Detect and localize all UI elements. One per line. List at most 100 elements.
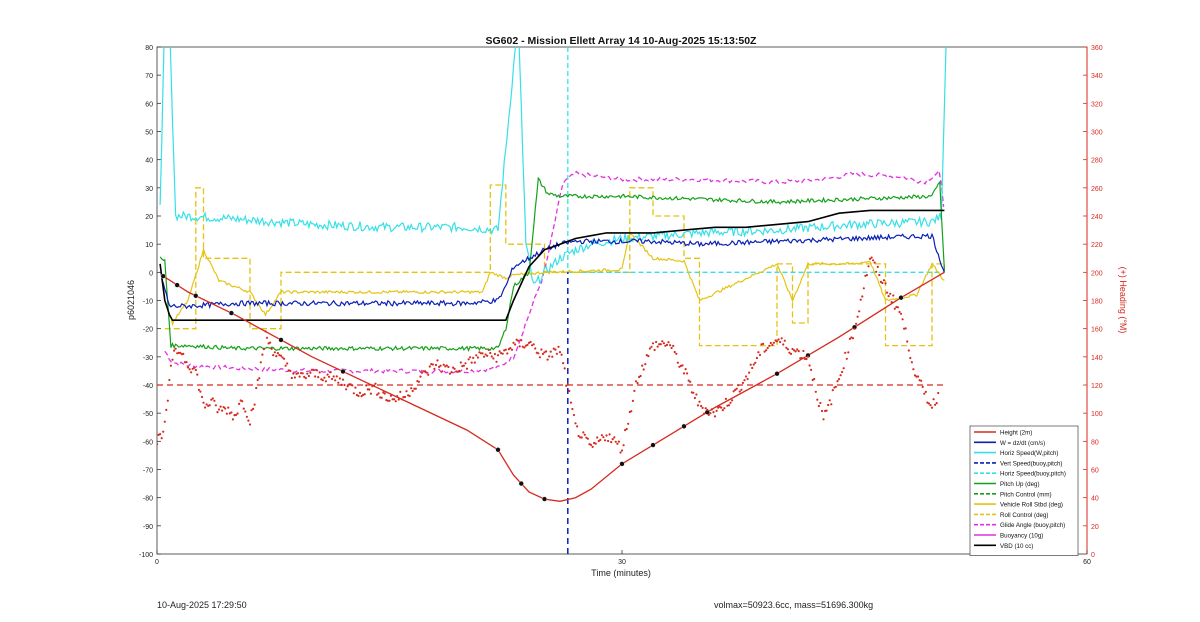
- heading-point: [523, 346, 526, 349]
- height-marker: [619, 461, 625, 467]
- heading-point: [752, 363, 755, 366]
- y2-tick-label: 200: [1091, 270, 1103, 277]
- heading-point: [467, 358, 470, 361]
- heading-point: [526, 343, 529, 346]
- heading-point: [200, 395, 204, 399]
- heading-point: [828, 399, 831, 402]
- heading-point: [531, 344, 534, 347]
- heading-point: [506, 352, 509, 355]
- heading-point: [836, 380, 839, 383]
- heading-point: [673, 350, 676, 354]
- heading-point: [819, 401, 822, 405]
- heading-point: [766, 346, 769, 350]
- heading-point: [349, 383, 352, 386]
- heading-point: [738, 390, 741, 393]
- heading-point: [656, 345, 659, 348]
- heading-point: [830, 403, 833, 406]
- heading-point: [664, 344, 667, 347]
- heading-point: [749, 363, 752, 366]
- heading-point: [565, 384, 568, 387]
- heading-point: [323, 376, 326, 379]
- height-marker: [650, 442, 656, 448]
- y-tick-label: 40: [145, 158, 153, 165]
- heading-point: [937, 391, 940, 395]
- y2-tick-label: 300: [1091, 130, 1103, 137]
- heading-point: [658, 343, 661, 346]
- heading-point: [600, 434, 604, 437]
- heading-point: [800, 357, 803, 360]
- heading-point: [620, 449, 624, 452]
- plot-frame: [156, 46, 1088, 555]
- heading-point: [591, 445, 594, 448]
- heading-point: [703, 412, 706, 415]
- heading-point: [713, 415, 717, 418]
- heading-point: [301, 372, 304, 375]
- series-glide-angle: [164, 169, 945, 375]
- heading-point: [596, 436, 599, 439]
- heading-point: [279, 354, 283, 357]
- footer-stats: volmax=50923.6cc, mass=51696.300kg: [714, 600, 874, 610]
- height-marker: [340, 368, 346, 375]
- heading-point: [165, 408, 168, 411]
- y-tick-label: -50: [143, 411, 153, 418]
- heading-point: [796, 348, 799, 351]
- heading-point: [402, 396, 405, 399]
- heading-point: [825, 409, 828, 412]
- heading-point: [901, 318, 904, 321]
- heading-point: [748, 371, 751, 374]
- y2-tick-label: 320: [1091, 101, 1103, 108]
- y2-tick-label: 60: [1091, 468, 1099, 475]
- heading-point: [642, 368, 645, 371]
- heading-point: [743, 379, 746, 382]
- heading-point: [275, 355, 278, 358]
- heading-point: [383, 392, 386, 395]
- heading-point: [190, 371, 193, 374]
- heading-point: [851, 337, 855, 340]
- heading-point: [775, 340, 779, 343]
- heading-point: [317, 376, 320, 379]
- heading-point: [159, 433, 162, 436]
- heading-point: [208, 404, 211, 407]
- heading-point: [428, 365, 431, 368]
- heading-point: [464, 362, 467, 365]
- heading-point: [820, 409, 824, 413]
- heading-point: [469, 356, 472, 359]
- heading-point: [630, 410, 633, 413]
- heading-point: [665, 343, 669, 346]
- heading-point: [935, 402, 938, 405]
- heading-point: [605, 434, 608, 437]
- heading-point: [737, 384, 740, 387]
- heading-point: [555, 352, 559, 355]
- heading-point: [442, 363, 445, 366]
- x-tick-label: 60: [1083, 559, 1091, 566]
- height-marker: [495, 447, 501, 453]
- heading-point: [284, 364, 287, 367]
- heading-point: [197, 388, 200, 391]
- y2-tick-label: 160: [1091, 327, 1103, 334]
- heading-point: [924, 390, 927, 393]
- heading-point: [204, 406, 207, 409]
- heading-point: [230, 411, 233, 414]
- y2-tick-label: 340: [1091, 73, 1103, 80]
- heading-point: [602, 436, 605, 439]
- heading-point: [276, 352, 279, 355]
- heading-point: [633, 389, 636, 392]
- heading-point: [517, 339, 520, 342]
- heading-point: [273, 351, 276, 354]
- heading-point: [352, 392, 355, 395]
- heading-point: [496, 354, 500, 357]
- heading-point: [907, 349, 910, 352]
- heading-point: [357, 394, 360, 398]
- heading-point: [814, 390, 817, 393]
- heading-point: [627, 422, 630, 425]
- heading-point: [438, 365, 441, 368]
- heading-point: [802, 349, 805, 353]
- heading-point: [472, 356, 475, 359]
- heading-point: [886, 291, 889, 294]
- heading-point: [408, 394, 411, 398]
- y-tick-label: 60: [145, 101, 153, 108]
- series-horiz-speed-buoy: [567, 47, 945, 273]
- heading-point: [314, 375, 317, 378]
- heading-point: [177, 351, 180, 354]
- heading-point: [188, 368, 191, 371]
